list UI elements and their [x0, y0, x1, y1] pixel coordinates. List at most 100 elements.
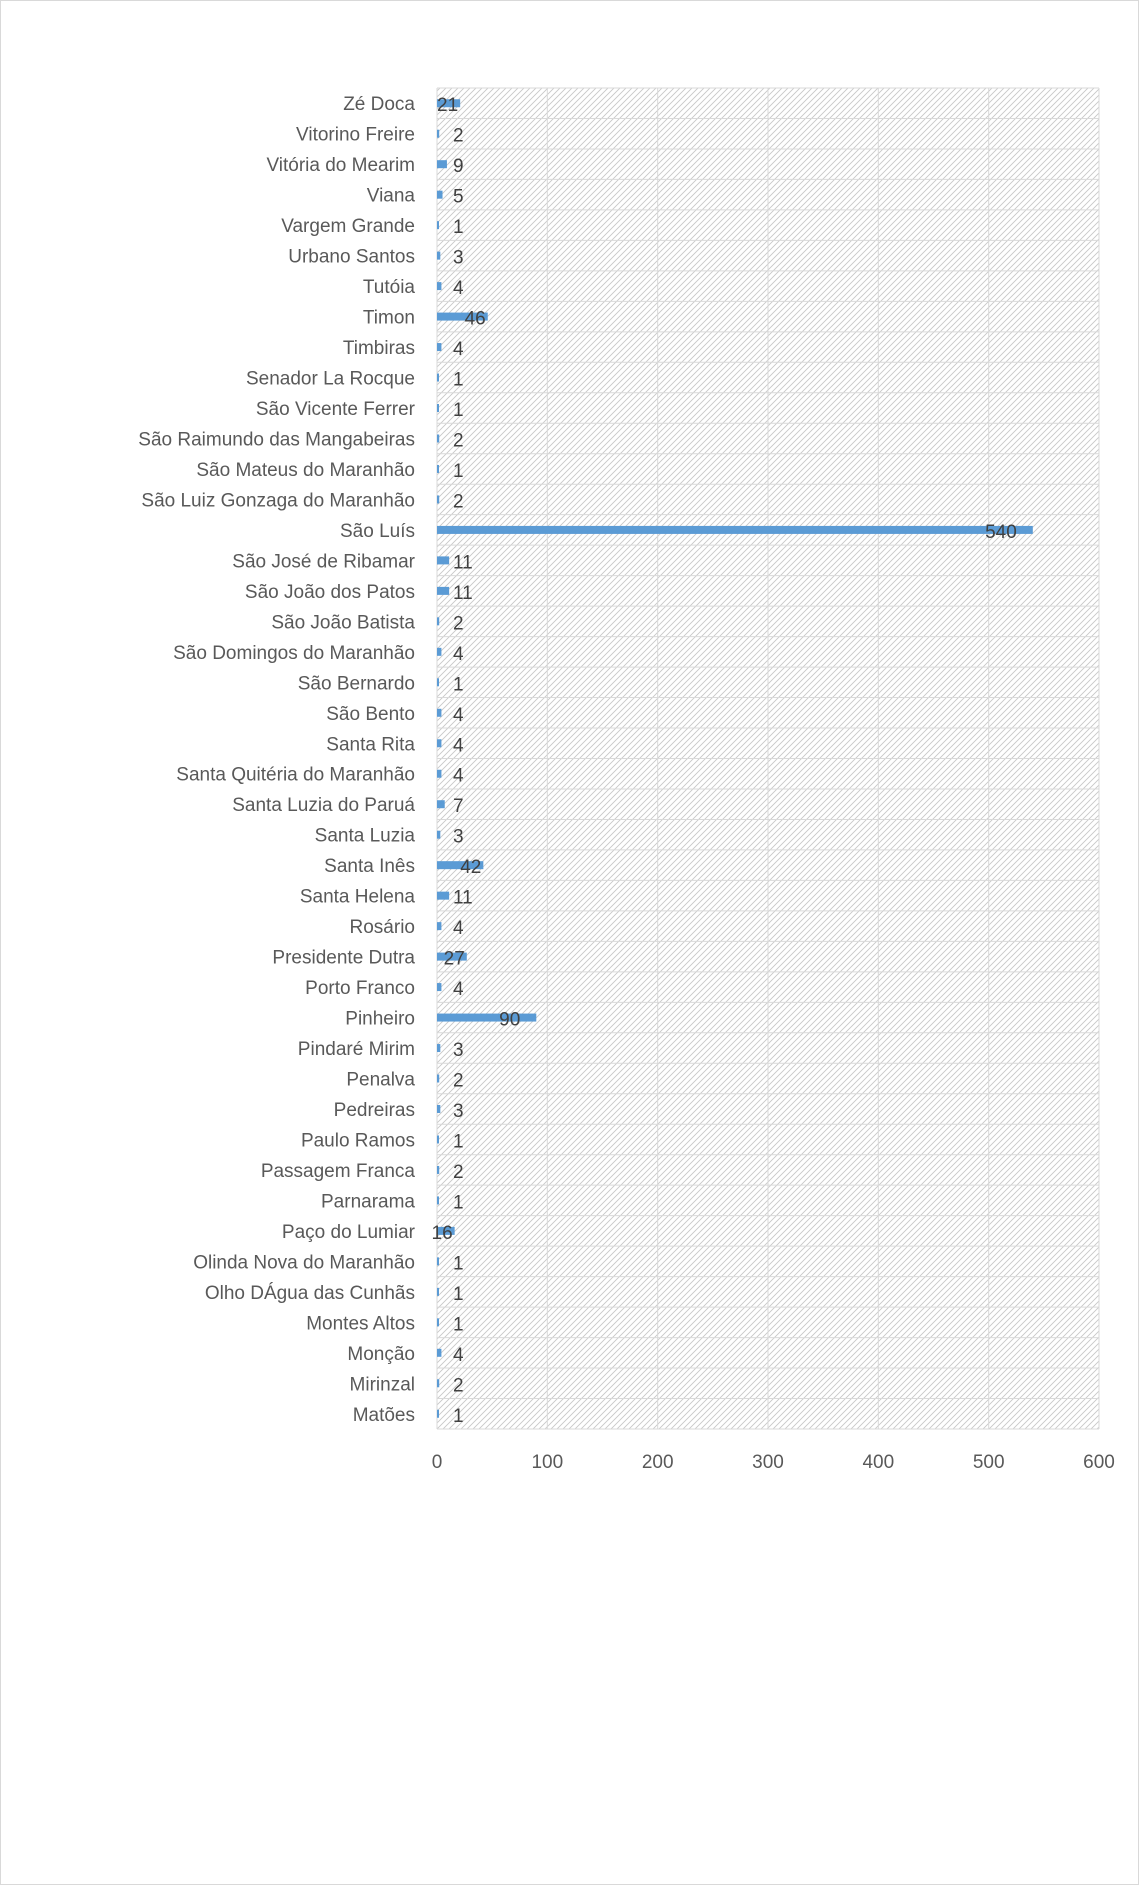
x-tick-label: 400	[862, 1452, 894, 1473]
x-tick-label: 300	[752, 1452, 784, 1473]
data-label: 4	[453, 339, 464, 360]
data-label: 2	[453, 1071, 464, 1092]
data-label: 4	[453, 735, 464, 756]
category-label: Timbiras	[343, 338, 415, 359]
bar	[437, 1013, 537, 1022]
bar	[437, 282, 442, 291]
bar	[437, 739, 442, 748]
bar	[437, 983, 442, 992]
x-tick-label: 600	[1083, 1452, 1115, 1473]
bar	[437, 1257, 439, 1266]
data-label: 1	[453, 217, 464, 238]
data-label: 1	[453, 1284, 464, 1305]
category-label: Zé Doca	[343, 94, 415, 115]
data-label: 1	[453, 461, 464, 482]
category-label: Pindaré Mirim	[298, 1039, 415, 1060]
x-tick-label: 500	[973, 1452, 1005, 1473]
category-label: Parnarama	[321, 1191, 415, 1212]
data-label: 42	[460, 857, 481, 878]
category-label: Vitorino Freire	[296, 125, 415, 146]
category-label: Paço do Lumiar	[282, 1222, 416, 1243]
x-tick-label: 100	[531, 1452, 563, 1473]
bar	[437, 129, 440, 138]
value-labels: 2129513446411212540111124144473421142749…	[432, 95, 1017, 1427]
bar	[437, 495, 440, 504]
bar	[437, 434, 440, 443]
data-label: 1	[453, 1314, 464, 1335]
data-label: 1	[453, 1253, 464, 1274]
category-labels: Zé Doca Vitorino Freire Vitória do Mearim V…	[138, 94, 415, 1426]
category-label: Vargem Grande	[281, 216, 415, 237]
category-label: Santa Quitéria do Maranhão	[176, 765, 415, 786]
bar	[437, 952, 467, 961]
category-label: Timon	[363, 308, 415, 329]
bar	[437, 708, 442, 717]
bar	[437, 404, 439, 413]
bar	[437, 343, 442, 352]
data-label: 2	[453, 430, 464, 451]
category-label: Viana	[367, 186, 416, 207]
category-label: Vitória do Mearim	[266, 155, 415, 176]
bar	[437, 1135, 439, 1144]
category-label: Monção	[347, 1344, 415, 1365]
data-label: 4	[453, 766, 464, 787]
data-label: 1	[453, 370, 464, 391]
data-label: 4	[453, 979, 464, 1000]
bar	[437, 160, 447, 169]
data-label: 16	[432, 1223, 453, 1244]
bar	[437, 464, 439, 473]
category-label: Santa Inês	[324, 856, 415, 877]
bar	[437, 1074, 440, 1083]
x-tick-label: 0	[432, 1452, 443, 1473]
bar	[437, 647, 442, 656]
category-label: São João dos Patos	[245, 582, 415, 603]
category-label: Paulo Ramos	[301, 1130, 415, 1151]
bar	[437, 1318, 439, 1327]
bar	[437, 769, 442, 778]
bar	[437, 1165, 440, 1174]
category-label: Mirinzal	[350, 1374, 415, 1395]
x-axis-ticks: 0 100 200 300 400 500 600	[432, 1452, 1115, 1473]
bar	[437, 830, 441, 839]
bar	[437, 221, 439, 230]
bar	[437, 99, 461, 108]
category-label: Presidente Dutra	[272, 948, 415, 969]
bar	[437, 1409, 439, 1418]
category-label: Olinda Nova do Maranhão	[193, 1252, 415, 1273]
category-label: Passagem Franca	[261, 1161, 416, 1182]
category-label: São Raimundo das Mangabeiras	[138, 429, 415, 450]
data-label: 540	[985, 522, 1017, 543]
data-label: 90	[499, 1010, 520, 1031]
x-tick-label: 200	[642, 1452, 674, 1473]
category-label: Santa Luzia do Paruá	[232, 795, 415, 816]
bar	[437, 190, 443, 199]
bar	[437, 1044, 441, 1053]
data-label: 3	[453, 248, 464, 269]
data-label: 9	[453, 156, 464, 177]
bar	[437, 1196, 439, 1205]
category-label: Montes Altos	[306, 1313, 415, 1334]
bar	[437, 373, 439, 382]
data-label: 1	[453, 400, 464, 421]
category-label: São Bento	[326, 704, 415, 725]
data-label: 4	[453, 918, 464, 939]
category-label: São Vicente Ferrer	[256, 399, 416, 420]
category-label: Olho DÁgua das Cunhãs	[205, 1283, 415, 1304]
gridlines	[436, 87, 1100, 1430]
category-label: Senador La Rocque	[246, 369, 415, 390]
data-label: 1	[453, 1406, 464, 1427]
data-label: 3	[453, 827, 464, 848]
data-label: 11	[453, 552, 473, 573]
category-label: São Domingos do Maranhão	[173, 643, 415, 664]
category-label: Urbano Santos	[288, 247, 415, 268]
bar	[437, 1104, 441, 1113]
data-label: 21	[437, 95, 458, 116]
data-label: 2	[453, 1375, 464, 1396]
data-label: 2	[453, 126, 464, 147]
category-label: Rosário	[350, 917, 415, 938]
category-label: Santa Luzia	[315, 826, 416, 847]
data-label: 7	[453, 796, 464, 817]
bar	[437, 251, 441, 260]
bars	[437, 99, 1033, 1418]
